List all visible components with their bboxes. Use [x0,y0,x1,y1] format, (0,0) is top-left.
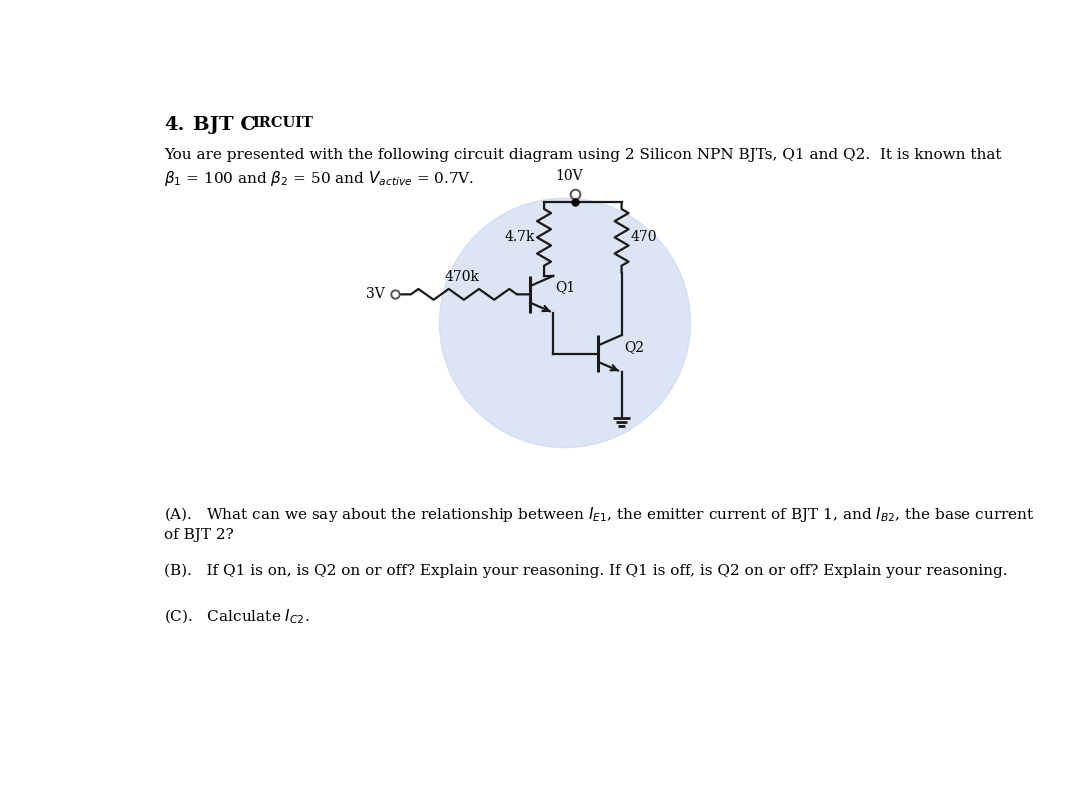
Text: 4.: 4. [164,116,185,134]
Text: BJT C: BJT C [193,116,256,134]
Text: Q2: Q2 [624,340,644,354]
Text: 470: 470 [631,230,657,244]
Text: 470k: 470k [445,270,480,283]
Circle shape [439,198,691,448]
Text: You are presented with the following circuit diagram using 2 Silicon NPN BJTs, Q: You are presented with the following cir… [164,148,1001,162]
Text: 3V: 3V [367,287,385,301]
Text: of BJT 2?: of BJT 2? [164,528,234,543]
Text: IRCUIT: IRCUIT [252,116,314,131]
Text: Q1: Q1 [556,280,576,293]
Text: $\beta_1$ = 100 and $\beta_2$ = 50 and $V_{active}$ = 0.7V.: $\beta_1$ = 100 and $\beta_2$ = 50 and $… [164,168,474,187]
Text: (C).   Calculate $I_{C2}$.: (C). Calculate $I_{C2}$. [164,607,310,626]
Text: 4.7k: 4.7k [504,230,535,244]
Text: (A).   What can we say about the relationship between $I_{E1}$, the emitter curr: (A). What can we say about the relations… [164,505,1035,524]
Text: (B).   If Q1 is on, is Q2 on or off? Explain your reasoning. If Q1 is off, is Q2: (B). If Q1 is on, is Q2 on or off? Expla… [164,564,1008,578]
Text: 10V: 10V [556,169,584,184]
